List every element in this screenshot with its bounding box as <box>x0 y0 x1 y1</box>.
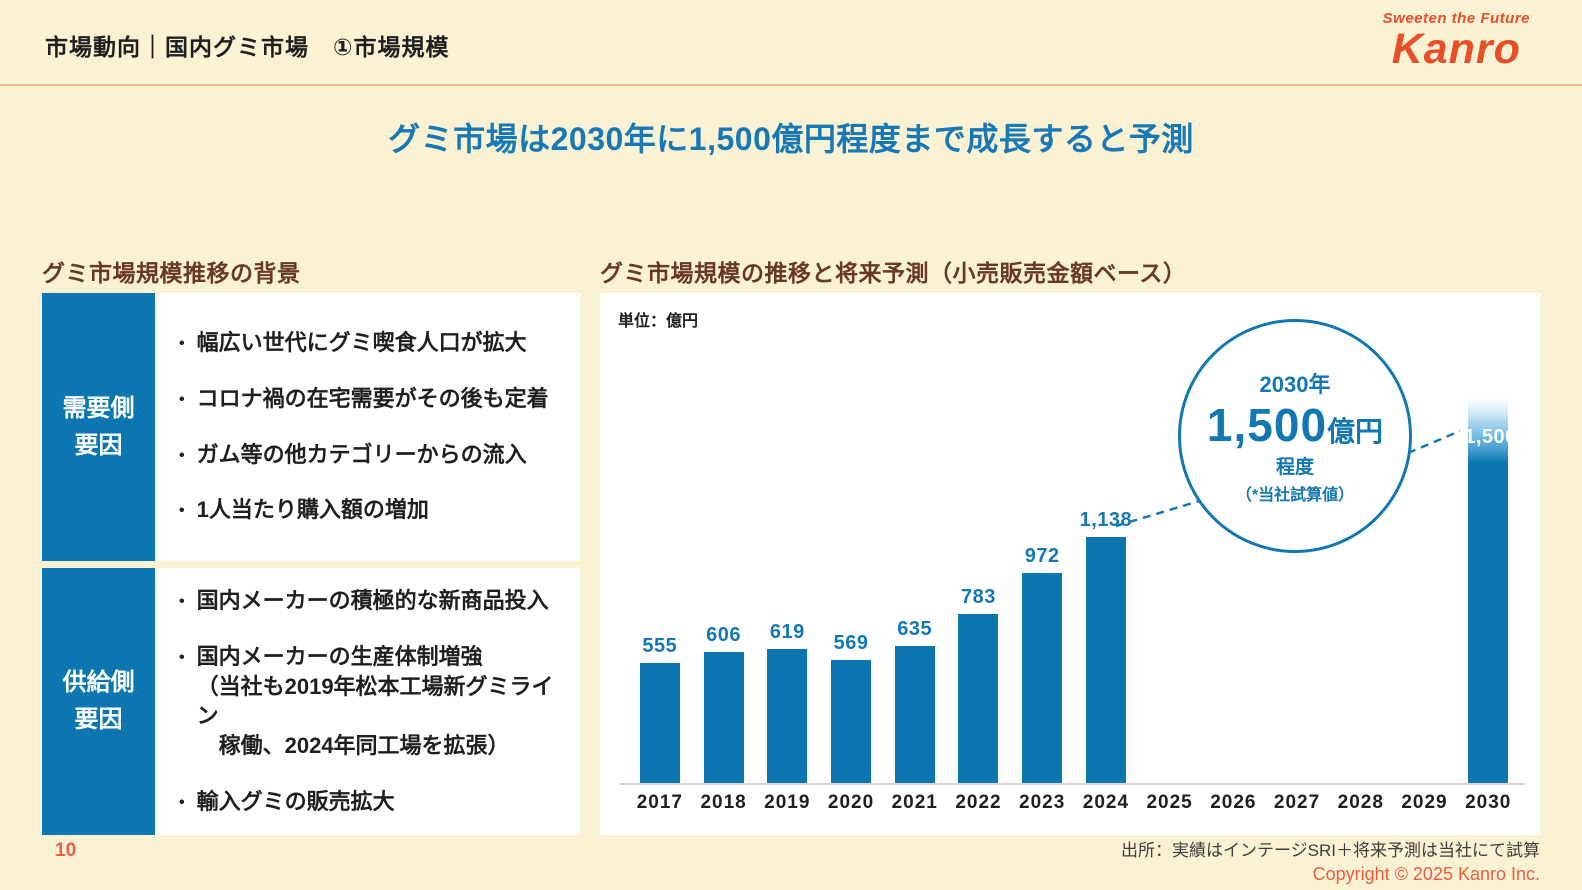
bar-value-label: 606 <box>706 624 742 646</box>
bullet-item: • 幅広い世代にグミ喫食人口が拡大 <box>179 330 527 356</box>
factor-label: 供給側 要因 <box>42 567 155 835</box>
factor-content: • 国内メーカーの積極的な新商品投入 • 国内メーカーの生産体制増強 （当社も2019年… <box>157 567 580 835</box>
page-number: 10 <box>55 840 77 861</box>
bullet-icon: • <box>179 593 185 611</box>
x-axis-label: 2027 <box>1273 792 1321 813</box>
header-divider <box>0 84 1582 86</box>
bar <box>958 614 999 783</box>
x-axis-label: 2030 <box>1465 792 1512 813</box>
bullet-icon: • <box>179 391 185 409</box>
footer-right: 出所：実績はインテージSRI＋将来予測は当社にて試算 Copyright © 2… <box>1121 836 1540 885</box>
callout-value-suffix: 億円 <box>1327 416 1384 448</box>
page-title: 市場動向｜国内グミ市場 ①市場規模 <box>45 34 450 60</box>
x-axis-label: 2020 <box>827 792 875 813</box>
x-axis-label: 2018 <box>700 792 747 813</box>
bar-value-label: 635 <box>897 618 933 640</box>
x-axis-label: 2025 <box>1146 792 1193 813</box>
x-axis-label: 2026 <box>1210 792 1257 813</box>
unit-label: 単位：億円 <box>618 313 699 330</box>
x-axis-labels: 2017 2018 2019 2020 2021 2022 2023 2024 2025 2026… <box>628 792 1520 814</box>
bullet-item: • 1人当たり購入額の増加 <box>179 497 429 523</box>
bullet-icon: • <box>179 335 185 353</box>
callout-note: （*当社試算値） <box>1235 486 1355 504</box>
x-axis-label: 2029 <box>1401 792 1448 813</box>
x-axis-label: 2021 <box>891 792 938 813</box>
bar-value-label: 783 <box>961 586 996 608</box>
bar-chart: 555 606 619 569 635 783 972 1,138 1,500 <box>628 293 1520 783</box>
factor-row: 需要側 要因 • 幅広い世代にグミ喫食人口が拡大 • コロナ禍の在宅需要がその後も定着 • ガ… <box>42 293 580 561</box>
bullet-item: • 国内メーカーの生産体制増強 （当社も2019年松本工場新グミライン 稼働、202… <box>179 643 554 758</box>
bar-value-label: 1,138 <box>1079 509 1133 531</box>
bar-column-2030: 1,500 <box>1456 293 1520 783</box>
bullet-icon: • <box>179 446 185 464</box>
bullet-item: • 国内メーカーの積極的な新商品投入 <box>179 588 549 614</box>
bar <box>1085 537 1126 783</box>
bar-column-2029 <box>1393 293 1457 783</box>
x-axis-label: 2024 <box>1082 792 1130 813</box>
bar <box>703 652 744 783</box>
x-axis-label: 2019 <box>764 792 811 813</box>
callout-value: 1,500 <box>1206 399 1328 452</box>
bar <box>639 663 680 783</box>
bar-column-2017: 555 <box>628 293 692 783</box>
bar <box>831 660 872 783</box>
bar-column-2022: 783 <box>947 293 1011 783</box>
bar-value-label: 619 <box>769 621 805 643</box>
kanro-logo: Sweeten the Future Kanro <box>1383 10 1530 71</box>
bar <box>767 649 808 783</box>
forecast-bar-value-label: 1,500 <box>1464 426 1517 448</box>
logo-tagline: Sweeten the Future <box>1382 10 1530 27</box>
source-note: 出所：実績はインテージSRI＋将来予測は当社にて試算 <box>1121 841 1540 860</box>
bullet-item: • コロナ禍の在宅需要がその後も定着 <box>179 386 549 412</box>
main-title: グミ市場は2030年に1,500億円程度まで成長すると予測 <box>388 121 1194 157</box>
forecast-callout: 2030年 1,500億円 程度 （*当社試算値） <box>1178 319 1412 553</box>
bullet-icon: • <box>179 648 185 666</box>
bar-column-2021: 635 <box>883 293 947 783</box>
bullet-item: • 輸入グミの販売拡大 <box>179 788 395 814</box>
bullet-icon: • <box>179 502 185 520</box>
factor-row: 供給側 要因 • 国内メーカーの積極的な新商品投入 • 国内メーカーの生産体制増強 （当社も… <box>42 567 580 835</box>
factor-label: 需要側 要因 <box>42 293 155 561</box>
factor-content: • 幅広い世代にグミ喫食人口が拡大 • コロナ禍の在宅需要がその後も定着 • ガム等の他カ… <box>157 293 580 561</box>
x-axis-label: 2022 <box>955 792 1002 813</box>
left-section-heading: グミ市場規模推移の背景 <box>42 260 301 286</box>
x-axis-line <box>620 783 1525 785</box>
bar-column-2020: 569 <box>819 293 883 783</box>
bar-value-label: 555 <box>642 635 678 657</box>
bar-value-label: 569 <box>833 632 869 654</box>
right-section-heading: グミ市場規模の推移と将来予測（小売販売金額ベース） <box>600 260 1187 286</box>
chart-panel: 単位：億円 555 606 619 569 635 783 972 1,138 1,500 20… <box>600 293 1540 835</box>
forecast-bar: 1,500 <box>1464 398 1516 783</box>
logo-wordmark: Kanro <box>1391 25 1521 73</box>
bar-column-2019: 619 <box>755 293 819 783</box>
x-axis-label: 2017 <box>636 792 683 813</box>
callout-year: 2030年 <box>1259 372 1331 398</box>
bar-column-2023: 972 <box>1010 293 1074 783</box>
bar <box>894 646 935 783</box>
bar-column-2025 <box>1138 293 1202 783</box>
bar-column-2018: 606 <box>692 293 756 783</box>
factors-table: 需要側 要因 • 幅広い世代にグミ喫食人口が拡大 • コロナ禍の在宅需要がその後も定着 • ガ… <box>42 293 580 835</box>
bar-column-2024: 1,138 <box>1074 293 1138 783</box>
x-axis-label: 2028 <box>1337 792 1384 813</box>
bar <box>1022 573 1063 783</box>
callout-value-row: 1,500億円 <box>1207 401 1383 449</box>
bullet-icon: • <box>179 793 185 811</box>
callout-degree: 程度 <box>1275 456 1314 478</box>
copyright: Copyright © 2025 Kanro Inc. <box>1312 864 1540 884</box>
bullet-item: • ガム等の他カテゴリーからの流入 <box>179 441 527 467</box>
x-axis-label: 2023 <box>1019 792 1066 813</box>
bar-value-label: 972 <box>1024 545 1060 567</box>
